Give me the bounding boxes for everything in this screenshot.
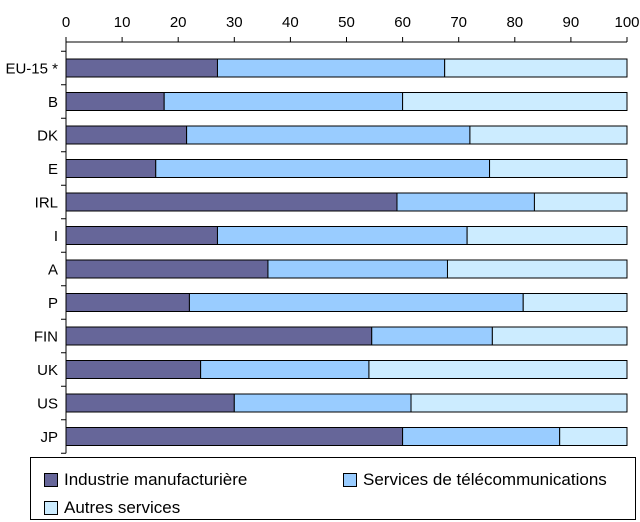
legend-label-autres: Autres services (64, 498, 181, 517)
bar-segment-s2-2 (469, 125, 628, 145)
x-tick-label: 0 (62, 14, 70, 31)
y-tick-label: A (48, 262, 58, 279)
bar-segment-s1-5 (216, 226, 468, 245)
bar-segment-s1-8 (371, 326, 493, 346)
y-tick-label: UK (37, 362, 58, 379)
y-tick-label: US (37, 396, 58, 413)
legend-item-industrie: Industrie manufacturière (44, 470, 247, 490)
bar-segment-s2-9 (368, 360, 628, 379)
bar-segment-s0-6 (65, 259, 269, 279)
x-tick-label: 40 (282, 14, 299, 31)
y-tick-label: DK (37, 128, 58, 145)
bar-segment-s1-4 (396, 192, 535, 212)
y-axis: EU-15 * B DK E IRL IAP FIN UK US JP (5, 42, 67, 454)
bar-segment-s1-6 (267, 259, 448, 279)
x-tick-label: 60 (394, 14, 411, 31)
y-tick-label: I (54, 228, 58, 245)
x-tick-label: 10 (114, 14, 131, 31)
bar-segment-s0-4 (65, 192, 398, 212)
bar-segment-s2-11 (559, 427, 628, 446)
bar-segment-s1-3 (155, 159, 491, 178)
bar-segment-s1-10 (233, 393, 412, 413)
bar-segment-s2-7 (522, 293, 628, 312)
y-tick-label: IRL (35, 195, 58, 212)
bar-segment-s0-8 (65, 326, 373, 346)
x-tick-label: 30 (226, 14, 243, 31)
bar-segment-s1-9 (200, 360, 370, 379)
bar-segment-s2-3 (489, 159, 628, 178)
bar-segment-s2-0 (444, 58, 628, 78)
x-tick-label: 50 (338, 14, 355, 31)
bar-segment-s2-8 (491, 326, 628, 346)
bar-segment-s1-11 (402, 427, 561, 446)
x-tick-label: 100 (614, 14, 639, 31)
bar-segment-s2-4 (533, 192, 628, 212)
legend-swatch-industrie (44, 473, 58, 487)
x-axis: 0 10 20 30 40 50 60 70 80 90 100 (62, 14, 640, 43)
bar-segment-s0-1 (65, 92, 165, 111)
bar-segment-s0-5 (65, 226, 218, 245)
bar-segment-s0-7 (65, 293, 190, 312)
x-tick-label: 70 (450, 14, 467, 31)
legend: Industrie manufacturière Services de tél… (30, 457, 636, 520)
legend-swatch-telecom (343, 473, 357, 487)
stacked-bar-chart: 0 10 20 30 40 50 60 70 80 90 100 EU-15 * B DK E IRL IAP… (5, 14, 640, 454)
bar-segment-s0-11 (65, 427, 404, 446)
bar-segment-s2-5 (466, 226, 628, 245)
bar-segment-s0-3 (65, 159, 157, 178)
bar-segment-s1-0 (216, 58, 446, 78)
bar-segment-s0-0 (65, 58, 218, 78)
y-tick-label: P (48, 295, 58, 312)
legend-item-telecom: Services de télécommunications (343, 470, 607, 490)
bars (65, 58, 628, 446)
bar-segment-s0-10 (65, 393, 235, 413)
x-tick-label: 90 (563, 14, 580, 31)
y-tick-label: EU-15 * (5, 61, 58, 78)
y-tick-label: E (48, 161, 58, 178)
x-tick-label: 80 (506, 14, 523, 31)
bar-segment-s1-7 (188, 293, 524, 312)
bar-segment-s1-2 (186, 125, 471, 145)
bar-segment-s0-2 (65, 125, 188, 145)
x-tick-label: 20 (170, 14, 187, 31)
bar-segment-s2-1 (402, 92, 628, 111)
y-tick-label: JP (40, 429, 58, 446)
legend-label-telecom: Services de télécommunications (363, 470, 607, 489)
legend-label-industrie: Industrie manufacturière (64, 470, 248, 489)
bar-segment-s2-6 (446, 259, 628, 279)
bar-segment-s1-1 (163, 92, 404, 111)
y-tick-label: FIN (34, 329, 58, 346)
y-tick-label: B (48, 94, 58, 111)
bar-segment-s2-10 (410, 393, 628, 413)
bar-segment-s0-9 (65, 360, 202, 379)
legend-item-autres: Autres services (44, 498, 180, 518)
legend-swatch-autres (44, 501, 58, 515)
